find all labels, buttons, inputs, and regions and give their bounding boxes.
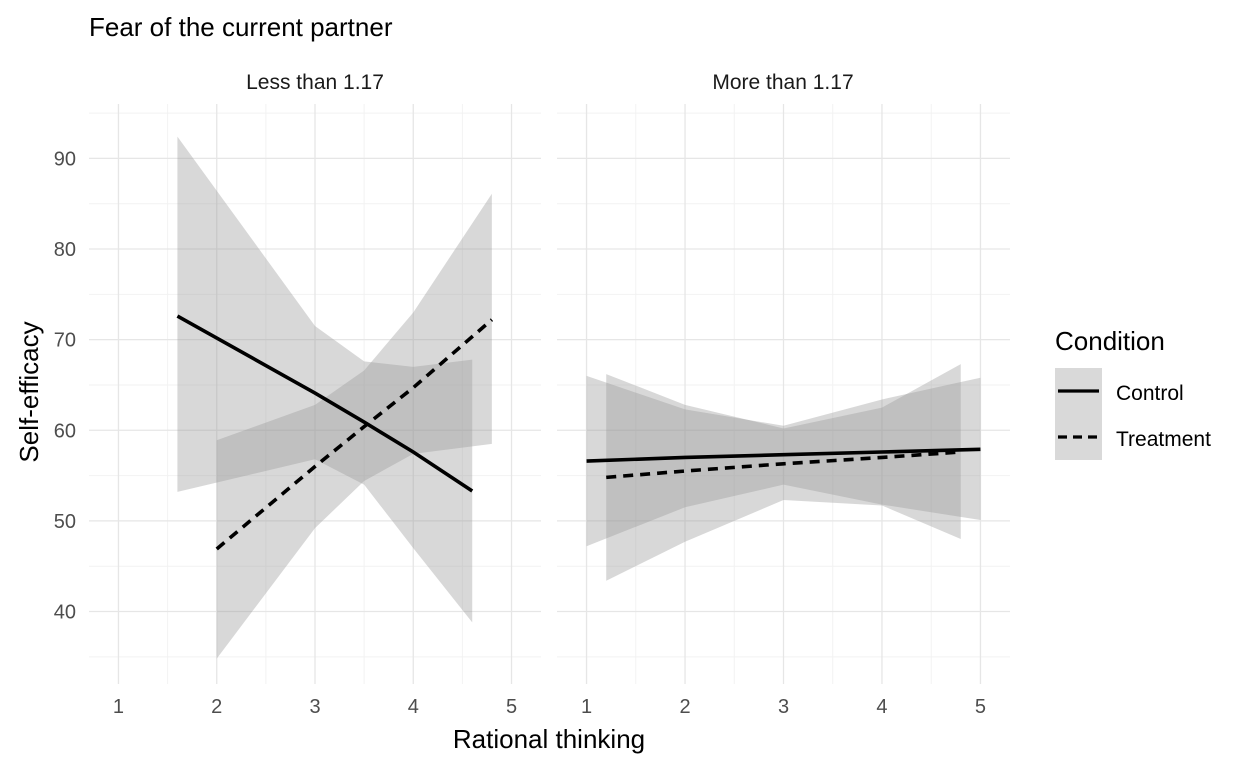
y-tick-label: 70 bbox=[54, 330, 76, 352]
confidence-band-treatment bbox=[606, 364, 961, 581]
facet-panel-more-than: More than 1.17 1 2 3 4 5 bbox=[557, 71, 1010, 718]
series-line-control bbox=[586, 447, 981, 463]
confidence-band-treatment bbox=[216, 193, 492, 659]
y-tick-labels: 40 50 60 70 80 90 bbox=[54, 148, 76, 623]
x-tick-labels: 1 2 3 4 5 bbox=[581, 696, 986, 718]
confidence-band-control bbox=[177, 136, 473, 623]
x-tick-label: 5 bbox=[975, 696, 986, 718]
y-axis-title: Self-efficacy bbox=[14, 321, 44, 462]
x-axis-title: Rational thinking bbox=[453, 724, 645, 754]
y-tick-label: 90 bbox=[54, 148, 76, 170]
confidence-bands bbox=[177, 136, 492, 659]
x-tick-label: 5 bbox=[506, 696, 517, 718]
legend-title: Condition bbox=[1055, 326, 1165, 356]
chart-title: Fear of the current partner bbox=[89, 12, 393, 42]
x-tick-label: 1 bbox=[581, 696, 592, 718]
x-tick-label: 4 bbox=[408, 696, 419, 718]
x-tick-label: 1 bbox=[113, 696, 124, 718]
legend-label-control: Control bbox=[1116, 382, 1184, 405]
series-line-control bbox=[176, 314, 474, 493]
series-line-treatment bbox=[606, 450, 961, 480]
x-tick-labels: 1 2 3 4 5 bbox=[113, 696, 517, 718]
regression-lines bbox=[176, 314, 494, 551]
x-tick-label: 2 bbox=[679, 696, 690, 718]
facet-strip-label: More than 1.17 bbox=[712, 71, 853, 94]
confidence-bands bbox=[586, 364, 981, 581]
legend: Condition Control Treatment bbox=[1055, 326, 1211, 460]
regression-lines bbox=[586, 447, 981, 480]
x-tick-label: 2 bbox=[211, 696, 222, 718]
legend-label-treatment: Treatment bbox=[1116, 428, 1211, 451]
panel-grid bbox=[557, 104, 1010, 684]
series-line-treatment bbox=[215, 318, 494, 551]
x-tick-label: 3 bbox=[778, 696, 789, 718]
y-tick-label: 40 bbox=[54, 602, 76, 624]
y-tick-label: 60 bbox=[54, 420, 76, 442]
x-tick-label: 4 bbox=[876, 696, 887, 718]
confidence-band-control bbox=[586, 375, 981, 547]
x-tick-label: 3 bbox=[309, 696, 320, 718]
y-tick-label: 80 bbox=[54, 239, 76, 261]
y-tick-label: 50 bbox=[54, 511, 76, 533]
facet-panel-less-than: Less than 1.17 1 2 3 4 5 bbox=[89, 71, 541, 718]
facet-strip-label: Less than 1.17 bbox=[246, 71, 384, 94]
